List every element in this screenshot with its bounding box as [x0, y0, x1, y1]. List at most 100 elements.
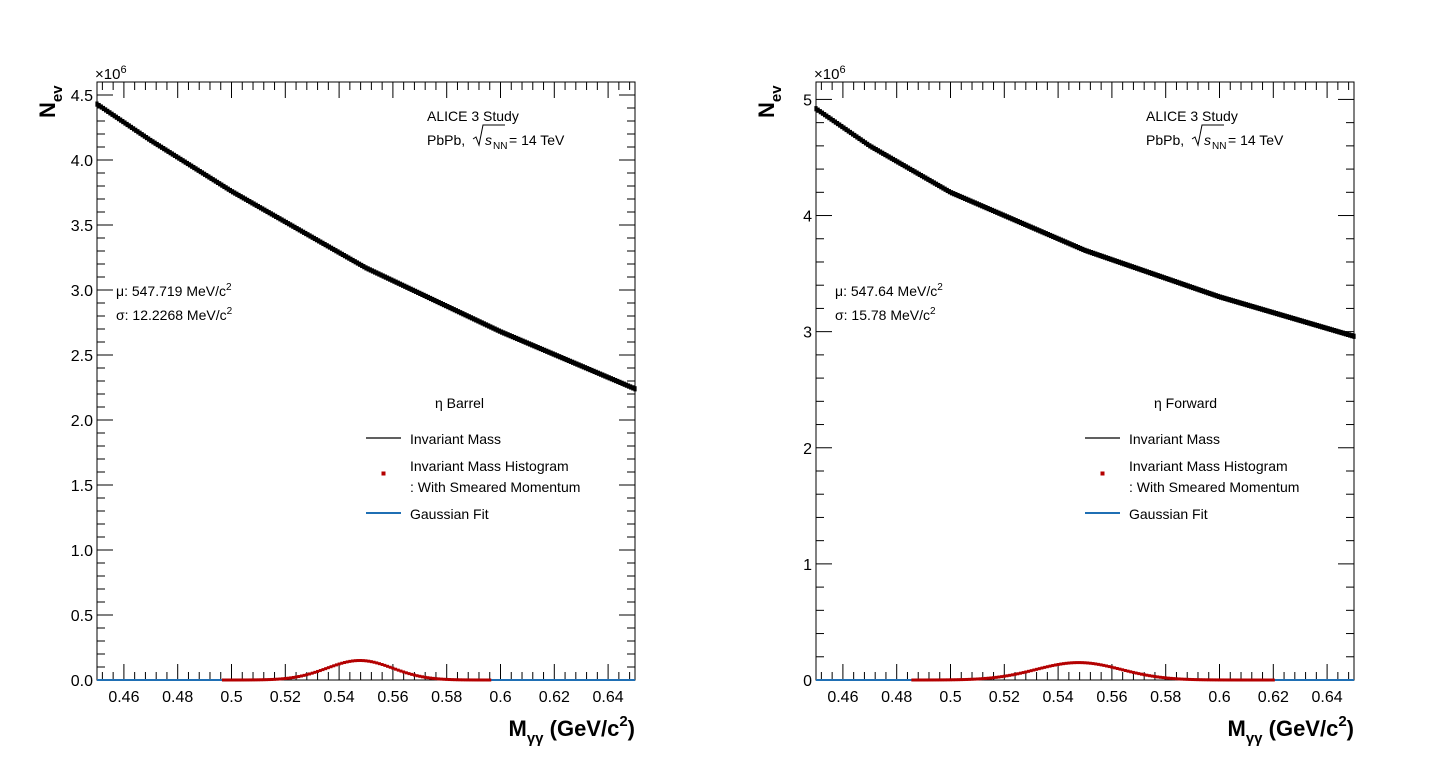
- histogram-point: [970, 677, 974, 681]
- invariant-mass-point: [493, 326, 497, 332]
- invariant-mass-point: [1066, 240, 1070, 246]
- histogram-point: [1199, 678, 1203, 682]
- histogram-point: [361, 659, 365, 663]
- invariant-mass-point: [990, 207, 995, 214]
- histogram-point: [983, 676, 987, 680]
- histogram-point: [221, 678, 225, 682]
- histogram-point: [1043, 665, 1047, 669]
- invariant-mass-point: [435, 298, 439, 305]
- histogram-point: [426, 676, 430, 680]
- x-tick-label: 0.5: [939, 689, 961, 706]
- legend-label-histogram: Invariant Mass Histogram: [1129, 458, 1288, 474]
- y-tick-label: 1.0: [71, 543, 93, 560]
- histogram-point: [954, 678, 958, 682]
- histogram-point: [1185, 677, 1189, 681]
- invariant-mass-point: [555, 353, 560, 359]
- invariant-mass-point: [1244, 302, 1248, 308]
- invariant-mass-point: [891, 156, 896, 163]
- invariant-mass-point: [631, 385, 635, 391]
- invariant-mass-point: [1053, 234, 1057, 240]
- invariant-mass-point: [142, 133, 146, 139]
- invariant-mass-point: [1188, 284, 1193, 290]
- histogram-point: [326, 666, 330, 670]
- invariant-mass-point: [426, 294, 431, 301]
- invariant-mass-point: [1100, 253, 1104, 259]
- invariant-mass-point: [1139, 267, 1143, 273]
- invariant-mass-point: [857, 135, 861, 142]
- histogram-point: [1150, 674, 1154, 678]
- invariant-mass-point: [181, 158, 185, 164]
- histogram-point: [488, 678, 492, 682]
- invariant-mass-point: [329, 245, 334, 251]
- invariant-mass-point: [618, 379, 622, 385]
- histogram-point: [434, 677, 438, 681]
- invariant-mass-point: [939, 184, 943, 190]
- invariant-mass-point: [971, 199, 975, 205]
- histogram-point: [1126, 669, 1130, 673]
- invariant-mass-point: [818, 109, 822, 115]
- invariant-mass-point: [1191, 284, 1195, 291]
- invariant-mass-point: [1238, 300, 1242, 306]
- x-tick-label: 0.6: [489, 689, 511, 706]
- histogram-point: [940, 678, 944, 682]
- invariant-mass-point: [226, 186, 230, 192]
- histogram-point: [1263, 678, 1267, 682]
- invariant-mass-point: [872, 145, 876, 151]
- histogram-point: [340, 661, 344, 665]
- invariant-mass-point: [517, 336, 521, 342]
- invariant-mass-point: [452, 307, 456, 313]
- invariant-mass-point: [170, 151, 174, 157]
- invariant-mass-point: [295, 226, 299, 232]
- invariant-mass-point: [1156, 273, 1160, 279]
- invariant-mass-point: [183, 159, 187, 165]
- y-tick-label: 3: [803, 325, 812, 342]
- histogram-point: [1174, 677, 1178, 681]
- x-tick-label: 0.48: [162, 689, 193, 706]
- histogram-point: [375, 661, 379, 665]
- histogram-point: [1099, 663, 1103, 667]
- invariant-mass-point: [454, 308, 458, 314]
- histogram-point: [394, 667, 398, 671]
- invariant-mass-point: [321, 240, 325, 246]
- invariant-mass-point: [1143, 268, 1147, 274]
- invariant-mass-point: [138, 130, 142, 136]
- invariant-mass-point: [919, 172, 924, 179]
- invariant-mass-point: [842, 125, 846, 131]
- invariant-mass-point: [605, 374, 609, 380]
- invariant-mass-point: [898, 160, 902, 166]
- invariant-mass-point: [913, 169, 917, 175]
- histogram-point: [310, 671, 314, 675]
- invariant-mass-point: [829, 116, 833, 122]
- x-tick-label: 0.56: [377, 689, 408, 706]
- invariant-mass-point: [1229, 297, 1233, 303]
- x-tick-label: 0.52: [270, 689, 301, 706]
- invariant-mass-point: [1023, 221, 1027, 227]
- x-tick-label: 0.64: [1312, 689, 1343, 706]
- invariant-mass-point: [846, 128, 850, 134]
- mu-label-sup: 2: [226, 282, 232, 293]
- histogram-point: [332, 664, 336, 668]
- invariant-mass-point: [1001, 212, 1005, 218]
- histogram-point: [938, 678, 942, 682]
- invariant-mass-point: [532, 343, 536, 349]
- invariant-mass-point: [347, 255, 351, 261]
- invariant-mass-point: [838, 122, 842, 128]
- invariant-mass-point: [1320, 324, 1324, 330]
- invariant-mass-point: [922, 174, 926, 180]
- histogram-point: [447, 678, 451, 682]
- invariant-mass-point: [299, 228, 304, 234]
- histogram-point: [978, 677, 982, 681]
- histogram-point: [943, 678, 947, 682]
- invariant-mass-point: [1036, 227, 1040, 233]
- invariant-mass-point: [906, 165, 911, 171]
- plot-frame: [815, 81, 1355, 681]
- invariant-mass-point: [159, 144, 164, 150]
- invariant-mass-point: [614, 377, 618, 384]
- invariant-mass-point: [519, 337, 523, 343]
- invariant-mass-point: [1343, 331, 1347, 337]
- invariant-mass-point: [596, 370, 601, 376]
- title-line-2: PbPb,: [1146, 132, 1184, 148]
- invariant-mass-point: [1044, 231, 1048, 237]
- invariant-mass-point: [325, 243, 329, 249]
- invariant-mass-point: [999, 211, 1003, 217]
